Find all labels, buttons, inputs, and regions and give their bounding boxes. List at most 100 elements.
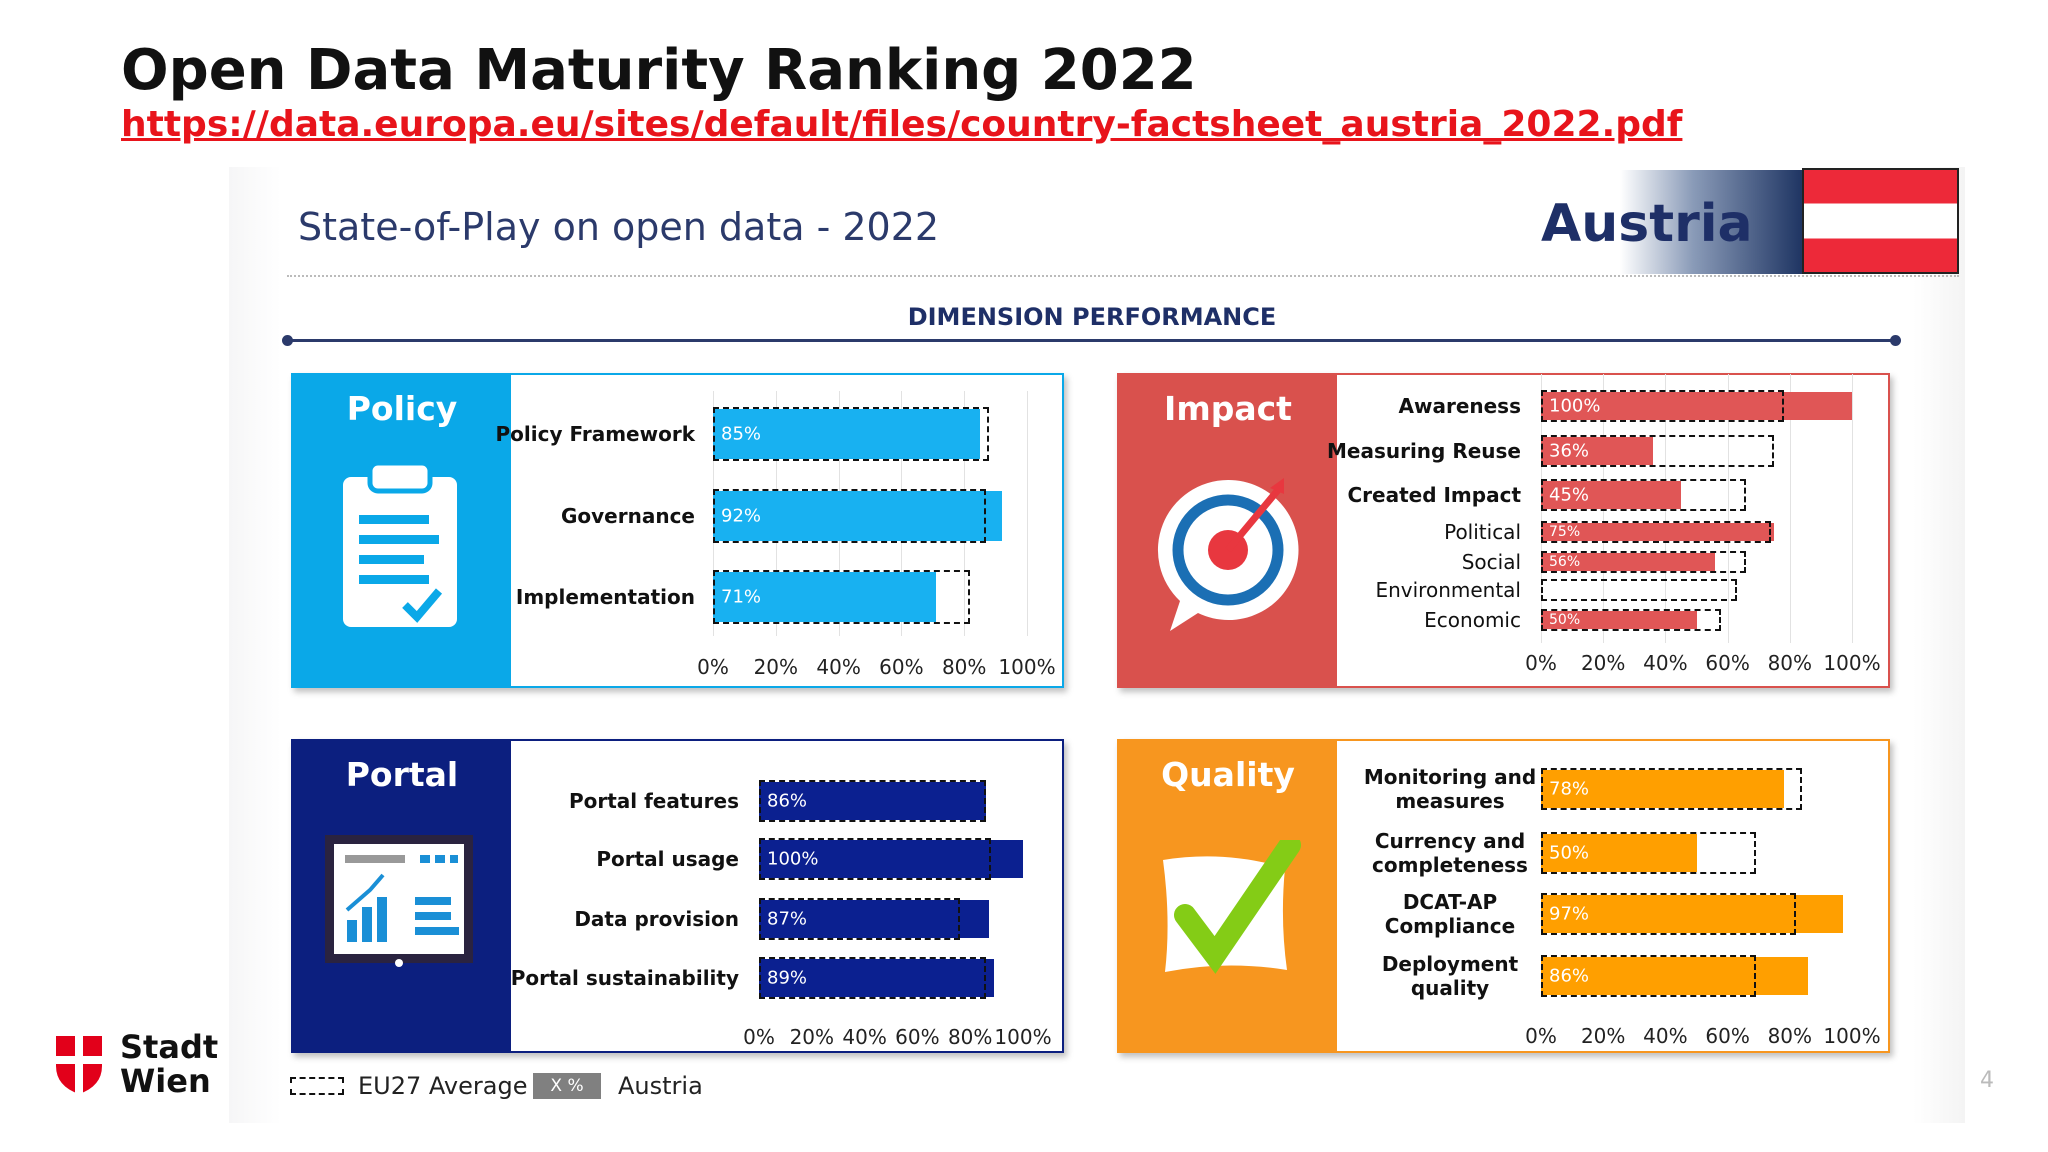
panel-title: Quality <box>1161 755 1295 794</box>
bar <box>713 491 1002 541</box>
benchmark-bar <box>713 570 971 624</box>
austria-flag <box>1802 168 1959 274</box>
x-tick-label: 60% <box>1705 1024 1750 1048</box>
x-tick-label: 80% <box>1767 651 1813 675</box>
slide-title: State-of-Play on open data - 2022 <box>298 205 940 249</box>
grid-line <box>1852 374 1853 643</box>
x-tick-label: 80% <box>941 655 987 679</box>
category-label: Measuring Reuse <box>1326 439 1521 463</box>
x-tick-label: 0% <box>1525 651 1557 675</box>
bar <box>1541 523 1775 541</box>
logo-line: Stadt <box>120 1028 219 1066</box>
x-tick-label: 40% <box>816 655 861 679</box>
logo-text: Stadt Wien <box>120 1030 218 1098</box>
bar <box>1541 437 1653 465</box>
grid-line <box>1027 391 1028 636</box>
value-label: 36% <box>1549 440 1590 462</box>
panel-title: Portal <box>345 755 459 794</box>
category-label: Currency and completeness <box>1372 829 1528 877</box>
quality-icon <box>1163 840 1301 974</box>
category-label: Portal sustainability <box>510 966 739 990</box>
category-label: DCAT-AP Compliance <box>1384 890 1516 938</box>
grid-line <box>1727 374 1729 643</box>
x-tick-label: 100% <box>994 1025 1052 1049</box>
category-label: Monitoring and measures <box>1363 765 1537 813</box>
rule-dot <box>282 335 293 346</box>
rule-dot <box>1890 335 1901 346</box>
category-label: Policy Framework <box>495 422 696 446</box>
category-label: Portal usage <box>596 847 739 871</box>
benchmark-bar <box>1541 955 1756 997</box>
x-tick-label: 100% <box>1823 651 1881 675</box>
benchmark-bar <box>1541 479 1747 511</box>
benchmark-bar <box>1541 609 1722 631</box>
benchmark-bar <box>1541 832 1756 874</box>
bar <box>1541 392 1852 420</box>
bar <box>1541 553 1716 571</box>
value-label: 86% <box>767 790 808 812</box>
benchmark-bar <box>759 898 960 940</box>
benchmark-bar <box>1541 768 1803 810</box>
page-number: 4 <box>1980 1068 1994 1093</box>
category-label: Economic <box>1424 608 1521 632</box>
value-label: 50% <box>1549 612 1581 628</box>
category-label: Portal features <box>568 789 739 813</box>
panel-title: Impact <box>1164 389 1292 428</box>
x-tick-label: 0% <box>697 655 729 679</box>
section-rule <box>287 339 1895 342</box>
logo-line: Wien <box>120 1062 211 1100</box>
x-tick-label: 0% <box>743 1025 775 1049</box>
panel-title: Policy <box>346 389 458 428</box>
value-label: 45% <box>1549 484 1590 506</box>
x-tick-label: 20% <box>753 655 799 679</box>
x-tick-label: 40% <box>1643 651 1688 675</box>
x-tick-label: 100% <box>998 655 1056 679</box>
value-label: 85% <box>721 423 762 445</box>
value-label: 75% <box>1549 524 1581 540</box>
category-label: Implementation <box>515 585 695 609</box>
category-label: Governance <box>560 504 695 528</box>
legend-label: Austria <box>618 1072 703 1100</box>
source-link[interactable]: https://data.europa.eu/sites/default/fil… <box>121 104 1683 145</box>
benchmark-bar <box>1541 551 1747 573</box>
impact-icon <box>1157 478 1299 631</box>
value-label: 100% <box>767 848 819 870</box>
policy-icon <box>343 460 457 627</box>
value-label: 78% <box>1549 778 1590 800</box>
x-tick-label: 60% <box>1705 651 1750 675</box>
bar <box>1541 834 1697 872</box>
value-label: 50% <box>1549 842 1590 864</box>
category-label: Social <box>1461 550 1521 574</box>
bar <box>1541 481 1681 509</box>
benchmark-bar <box>713 407 990 461</box>
value-label: 97% <box>1549 903 1590 925</box>
bar <box>759 840 1023 878</box>
benchmark-bar <box>759 838 992 880</box>
x-tick-label: 40% <box>1643 1024 1688 1048</box>
x-tick-label: 60% <box>895 1025 940 1049</box>
x-tick-label: 100% <box>1823 1024 1881 1048</box>
bar <box>1541 895 1843 933</box>
bar <box>759 900 989 938</box>
header-image <box>1620 170 1802 274</box>
x-tick-label: 20% <box>1580 1024 1626 1048</box>
legend-swatch-eu <box>290 1077 344 1095</box>
divider <box>287 275 1959 277</box>
x-tick-label: 80% <box>947 1025 993 1049</box>
x-tick-label: 20% <box>789 1025 835 1049</box>
x-tick-label: 0% <box>1525 1024 1557 1048</box>
value-label: 100% <box>1549 395 1601 417</box>
x-tick-label: 20% <box>1580 651 1626 675</box>
legend-swatch-austria: X % <box>533 1073 601 1099</box>
section-title: DIMENSION PERFORMANCE <box>907 303 1277 331</box>
grid-line <box>1789 374 1791 643</box>
portal-icon <box>325 835 473 967</box>
category-label: Data provision <box>574 907 739 931</box>
benchmark-bar <box>759 957 987 999</box>
country-name: Austria <box>1541 194 1753 254</box>
category-label: Created Impact <box>1347 483 1521 507</box>
value-label: 71% <box>721 586 762 608</box>
bar <box>1541 957 1809 995</box>
value-label: 87% <box>767 908 808 930</box>
